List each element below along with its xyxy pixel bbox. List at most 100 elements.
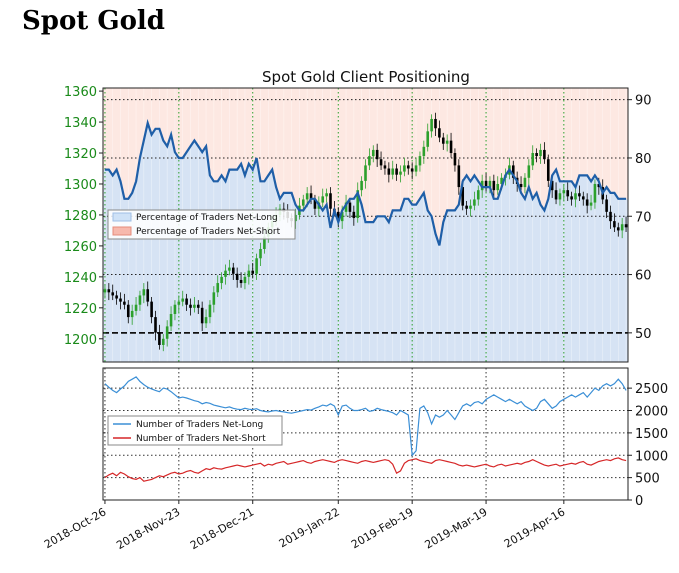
candle-body [235, 273, 239, 280]
candle-body [403, 165, 406, 172]
page-title: Spot Gold [22, 6, 165, 36]
candle-body [360, 180, 363, 191]
candle-body [581, 196, 585, 200]
candle-body [476, 190, 480, 200]
lower-tick-label: 1500 [635, 427, 668, 442]
candle-body [570, 196, 573, 200]
candle-body [103, 289, 107, 293]
candle-body [484, 180, 488, 188]
candle-body [146, 289, 150, 302]
candle-body [263, 236, 266, 249]
candle-body [204, 317, 208, 324]
left-tick-label: 1320 [64, 147, 97, 162]
candle-body [348, 202, 352, 212]
x-tick-label: 2018-Oct-26 [42, 505, 108, 551]
upper-legend: Percentage of Traders Net-Long Percentage… [107, 209, 296, 240]
x-tick-label: 2019-Apr-16 [502, 505, 567, 550]
candle-body [616, 227, 620, 231]
candle-body [371, 149, 375, 157]
candle-body [543, 149, 546, 160]
legend-swatch-short [112, 226, 132, 236]
candle-body [461, 187, 465, 206]
legend-label-short: Percentage of Traders Net-Short [136, 227, 281, 237]
candle-body [173, 304, 177, 315]
candle-body [231, 267, 235, 274]
candle-body [430, 118, 433, 132]
candle-body [208, 304, 212, 318]
candle-body [325, 193, 328, 197]
candle-body [422, 146, 426, 157]
candle-body [550, 180, 554, 191]
candle-body [126, 304, 130, 318]
candle-body [500, 177, 503, 184]
candle-body [212, 292, 216, 305]
net-long-line [104, 118, 627, 246]
lower-frame [102, 367, 629, 501]
candle-body [566, 190, 570, 197]
candle-body [321, 196, 325, 203]
chart-title: Spot Gold Client Positioning [262, 68, 470, 86]
candle-body [554, 190, 558, 200]
candle-body [123, 301, 126, 305]
lower-legend: Number of Traders Net-Long Number of Trad… [107, 415, 283, 446]
candle-body [418, 156, 422, 166]
candle-body [130, 310, 134, 318]
x-tick-label: 2019-Mar-19 [422, 505, 489, 551]
candle-body [391, 168, 395, 175]
candle-body [161, 338, 165, 345]
lower-tick-label: 1000 [635, 449, 668, 464]
candle-body [574, 193, 577, 200]
candle-body [177, 301, 181, 305]
x-tick-label: 2019-Jan-22 [277, 505, 342, 550]
x-tick-label: 2018-Dec-21 [188, 505, 256, 552]
right-tick-label: 80 [635, 152, 652, 167]
candle-body [445, 140, 449, 144]
candle-body [356, 190, 360, 219]
candle-body [558, 193, 562, 200]
legend-label-long-count: Number of Traders Net-Long [136, 420, 263, 430]
candle-body [562, 190, 566, 194]
candle-body [488, 180, 492, 188]
candle-body [251, 270, 255, 274]
candle-body [593, 183, 597, 203]
candle-body [158, 332, 161, 345]
left-tick-label: 1360 [64, 85, 97, 100]
candle-body [492, 180, 496, 191]
candle-body [453, 153, 457, 166]
candle-body [119, 298, 122, 302]
candle-body [243, 276, 247, 284]
candle-body [138, 295, 142, 305]
candle-body [340, 211, 344, 222]
candle-body [387, 168, 391, 175]
candle-body [200, 307, 204, 324]
candle-body [239, 279, 243, 284]
net-long-band [103, 123, 628, 362]
candle-body [410, 168, 414, 172]
left-tick-label: 1280 [64, 209, 97, 224]
candle-body [527, 165, 531, 178]
net-long-count-line [104, 376, 627, 457]
candle-body [305, 193, 309, 200]
upper-panel: 1200 1220 1240 1260 1280 1300 1320 1340 1360 50 60… [64, 85, 652, 363]
left-tick-label: 1260 [64, 240, 97, 255]
candle-body [259, 248, 262, 259]
lower-panel: 0 500 1000 1500 2000 2500 Number of Traders Ne… [102, 367, 668, 509]
candle-body [434, 118, 437, 129]
candle-body [189, 304, 192, 308]
candle-body [414, 165, 418, 172]
candle-body [364, 165, 367, 181]
candle-body [399, 171, 402, 175]
x-axis: 2018-Oct-26 2018-Nov-23 2018-Dec-21 2019-Ja… [42, 500, 567, 552]
candle-body [589, 202, 593, 206]
candle-body [107, 289, 111, 293]
candle-body [368, 156, 371, 166]
candle-body [609, 211, 612, 222]
candle-body [228, 267, 231, 271]
candle-body [216, 283, 220, 293]
candle-body [115, 295, 118, 299]
candle-body [196, 304, 200, 308]
right-tick-label: 50 [635, 327, 652, 342]
candle-body [301, 199, 305, 206]
candle-body [426, 131, 430, 147]
